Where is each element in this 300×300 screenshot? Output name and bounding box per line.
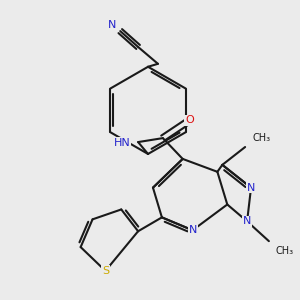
- Text: S: S: [102, 266, 109, 276]
- Text: O: O: [185, 115, 194, 125]
- Text: CH₃: CH₃: [253, 133, 271, 143]
- Text: HN: HN: [114, 138, 130, 148]
- Text: N: N: [247, 183, 255, 193]
- Text: N: N: [188, 225, 197, 235]
- Text: N: N: [243, 216, 251, 226]
- Text: N: N: [108, 20, 116, 30]
- Text: CH₃: CH₃: [276, 246, 294, 256]
